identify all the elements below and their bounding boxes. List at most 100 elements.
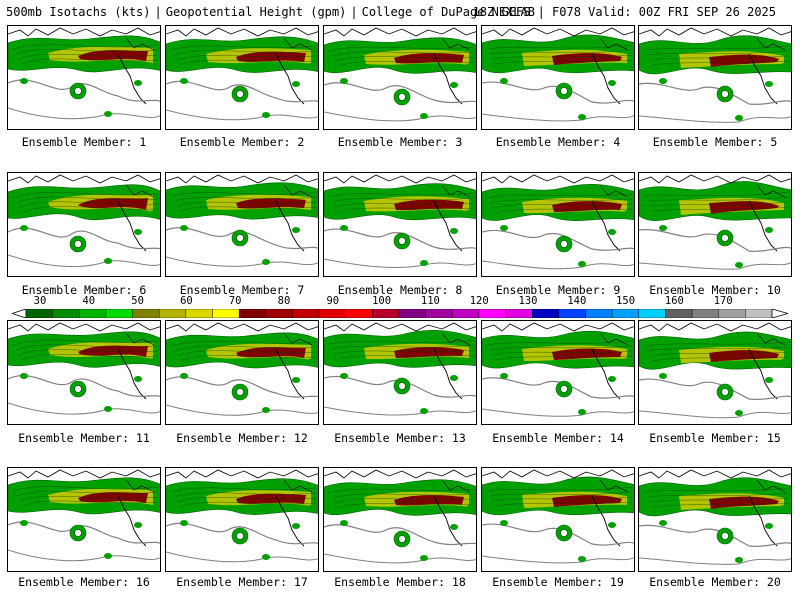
ensemble-map xyxy=(8,469,160,562)
wind-blob xyxy=(735,557,743,563)
isotach-line xyxy=(173,196,317,202)
wind-blob xyxy=(578,556,586,562)
colorbar-tick-label: 50 xyxy=(131,295,144,307)
coastline-west xyxy=(117,495,147,547)
wind-blob xyxy=(780,63,788,69)
isotach-line xyxy=(21,500,159,507)
border-line xyxy=(125,332,155,346)
ensemble-map xyxy=(482,469,634,564)
jet-core xyxy=(709,201,779,214)
isotach-line xyxy=(173,50,317,56)
title-isotachs: 500mb Isotachs (kts) xyxy=(6,5,151,19)
height-contour-low xyxy=(8,402,160,415)
isotach-line xyxy=(170,45,317,51)
colorbar-swatch xyxy=(79,309,107,318)
height-contour xyxy=(166,227,318,250)
colorbar-tick-label: 40 xyxy=(82,295,96,307)
colorbar-swatch xyxy=(105,309,133,318)
wind-blob xyxy=(292,227,300,233)
jet-core xyxy=(394,495,464,506)
wind-blob xyxy=(420,260,428,266)
colorbar-tick-label: 100 xyxy=(372,295,392,307)
isotach-line xyxy=(328,339,475,345)
coastline xyxy=(8,174,160,184)
cutoff-low-center xyxy=(398,382,406,390)
wind-blob xyxy=(578,114,586,120)
colorbar-swatch xyxy=(452,309,480,318)
ensemble-member-label: Ensemble Member: 10 xyxy=(649,283,781,297)
ensemble-panel xyxy=(7,25,161,130)
ensemble-panel xyxy=(323,25,477,130)
wind-blob xyxy=(262,259,270,265)
ensemble-panel xyxy=(7,467,161,572)
wind-blob xyxy=(340,78,348,84)
title-heights: Geopotential Height (gpm) xyxy=(165,5,347,19)
cutoff-low-center xyxy=(398,93,406,101)
isotach-line xyxy=(492,350,633,356)
border-line xyxy=(441,332,471,346)
isotach-line xyxy=(652,356,790,362)
ensemble-member-label: Ensemble Member: 18 xyxy=(334,575,466,589)
isotach-line xyxy=(492,54,633,60)
wind-blob xyxy=(765,227,773,233)
coastline xyxy=(482,27,634,37)
coastline-west xyxy=(591,495,621,547)
coastline xyxy=(8,27,160,37)
wind-blob xyxy=(340,520,348,526)
wind-blob xyxy=(150,210,158,216)
isotach-line xyxy=(643,45,790,51)
wind-blob xyxy=(308,358,316,364)
ensemble-member-label: Ensemble Member: 19 xyxy=(492,575,624,589)
isotach-line xyxy=(170,487,317,493)
wind-blob xyxy=(340,225,348,231)
height-contour-low xyxy=(8,549,160,562)
isotach-line xyxy=(170,340,317,347)
colorbar-tick-label: 170 xyxy=(713,295,733,307)
ensemble-member-label: Ensemble Member: 6 xyxy=(21,283,147,297)
wind-blob xyxy=(608,522,616,528)
isotach-line xyxy=(12,192,159,199)
coastline xyxy=(166,174,318,184)
isotach-line xyxy=(649,55,790,61)
isotach-line xyxy=(643,487,790,493)
title-source: College of DuPage NEXLAB xyxy=(361,5,535,19)
isotach-line xyxy=(334,56,475,62)
wind-blob xyxy=(262,407,270,413)
wind-blob xyxy=(148,505,156,511)
ensemble-panel xyxy=(165,25,319,130)
cutoff-low-center xyxy=(236,234,244,242)
height-contour-low xyxy=(639,115,791,123)
coastline-west xyxy=(275,348,305,400)
wind-blob xyxy=(608,80,616,86)
isotach-line xyxy=(489,345,633,351)
coastline-west xyxy=(748,53,778,105)
wind-blob xyxy=(262,554,270,560)
ensemble-member-label: Ensemble Member: 17 xyxy=(176,575,308,589)
jet-core xyxy=(78,492,148,503)
ensemble-map xyxy=(324,469,476,564)
wind-blob xyxy=(292,523,300,529)
colorbar-swatch xyxy=(345,309,373,318)
wind-blob xyxy=(465,210,473,216)
colorbar: 30 40 50 60 70 80 90 100 110 120 130 140 150 160 170 xyxy=(12,295,788,320)
ensemble-map xyxy=(482,322,634,417)
wind-blob xyxy=(450,82,458,88)
ensemble-panel xyxy=(323,320,477,425)
colorbar-swatch xyxy=(665,309,693,318)
isotach-line xyxy=(179,355,317,362)
wind-blob xyxy=(307,63,315,69)
coastline-west xyxy=(275,200,305,252)
wind-blob xyxy=(659,225,667,231)
colorbar-swatch xyxy=(52,309,80,318)
border-line xyxy=(283,332,313,346)
isotach-line xyxy=(331,344,475,350)
ensemble-panel xyxy=(7,320,161,425)
height-contour-low xyxy=(166,256,318,267)
isotach-line xyxy=(486,44,633,50)
isotach-line xyxy=(337,354,475,360)
isotach-line xyxy=(489,491,633,497)
ensemble-map xyxy=(8,322,160,415)
jet-core xyxy=(78,50,148,61)
isotach-line xyxy=(18,201,159,209)
cutoff-low-center xyxy=(560,87,568,95)
